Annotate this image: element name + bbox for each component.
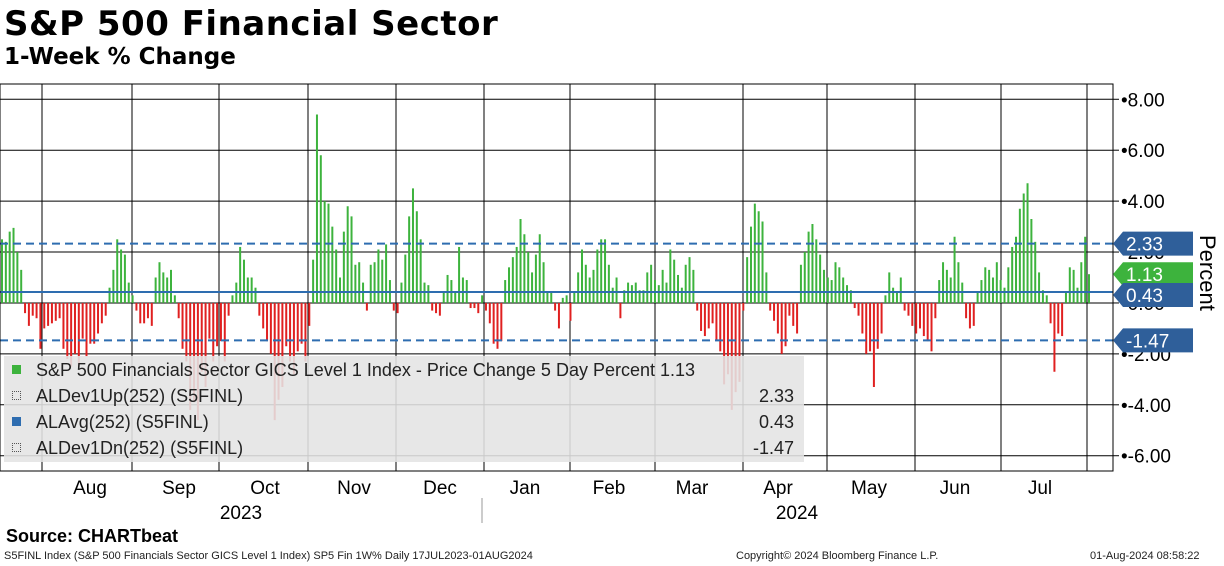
x-tick-label: May: [851, 478, 887, 499]
x-tick-label: Nov: [337, 478, 371, 499]
x-tick-label: Feb: [593, 478, 626, 499]
y-tick-label: •4.00: [1121, 192, 1165, 213]
y-tick-label: •-6.00: [1121, 447, 1171, 468]
x-year-label: 2024: [776, 503, 819, 524]
value-marker-tag: [1113, 262, 1193, 287]
ticker-info: S5FINL Index (S&P 500 Financials Sector …: [4, 550, 533, 562]
x-tick-label: Aug: [73, 478, 107, 499]
x-tick-label: Dec: [423, 478, 457, 499]
x-axis: Aug Sep Oct Nov Dec Jan Feb Mar Apr May Jun Jul 2023…: [73, 478, 1052, 524]
legend-swatch-dashed: [12, 443, 21, 452]
value-markers: 2.33 1.130.43 -1.47: [1113, 231, 1193, 353]
legend-item-avg: ALAvg(252) (S5FINL) 0.43: [4, 410, 804, 434]
reference-lines: [0, 242, 1113, 342]
legend-item-dev-down: ALDev1Dn(252) (S5FINL) -1.47: [4, 436, 804, 460]
copyright: Copyright© 2024 Bloomberg Finance L.P.: [736, 550, 939, 562]
legend-swatch-dashed: [12, 391, 21, 400]
y-tick-label: •8.00: [1121, 90, 1165, 111]
x-tick-label: Jul: [1028, 478, 1052, 499]
value-marker-label: 2.33: [1126, 235, 1163, 256]
legend-value: 0.43: [758, 412, 794, 432]
y-tick-label: •-4.00: [1121, 396, 1171, 417]
legend-item-dev-up: ALDev1Up(252) (S5FINL) 2.33: [4, 384, 804, 408]
chart-title: S&P 500 Financial Sector: [4, 4, 499, 44]
x-tick-label: Jan: [510, 478, 541, 499]
legend-label: ALDev1Dn(252) (S5FINL): [36, 438, 244, 458]
x-tick-label: Oct: [250, 478, 280, 499]
x-tick-label: Jun: [940, 478, 971, 499]
x-tick-label: Apr: [763, 478, 793, 499]
legend-item-price-change: S&P 500 Financials Sector GICS Level 1 I…: [4, 358, 804, 382]
legend-value: -1.47: [752, 438, 794, 458]
plot-frame: [0, 83, 1114, 472]
x-year-label: 2023: [220, 503, 262, 524]
y-tick-label: •6.00: [1121, 141, 1165, 162]
value-marker-label: -1.47: [1126, 331, 1169, 352]
legend-swatch-blue: [12, 417, 21, 426]
x-tick-label: Mar: [676, 478, 709, 499]
value-marker-tag: [1113, 328, 1193, 353]
legend-label: ALAvg(252) (S5FINL): [36, 412, 209, 432]
legend-label: ALDev1Up(252) (S5FINL): [36, 386, 244, 406]
y-axis-label: Percent: [1195, 235, 1220, 311]
value-marker-label: 1.13: [1126, 265, 1163, 286]
value-marker-tag: [1113, 283, 1193, 308]
legend-label: S&P 500 Financials Sector GICS Level 1 I…: [36, 360, 696, 380]
chart-subtitle: 1-Week % Change: [4, 44, 236, 70]
value-marker-tag: [1113, 231, 1193, 256]
legend: S&P 500 Financials Sector GICS Level 1 I…: [4, 356, 804, 462]
x-tick-label: Sep: [162, 478, 196, 499]
legend-swatch-green: [12, 365, 21, 374]
timestamp: 01-Aug-2024 08:58:22: [1090, 550, 1200, 562]
legend-value: 2.33: [758, 386, 794, 406]
value-marker-label: 0.43: [1126, 286, 1163, 307]
source-note: Source: CHARTbeat: [6, 526, 179, 546]
